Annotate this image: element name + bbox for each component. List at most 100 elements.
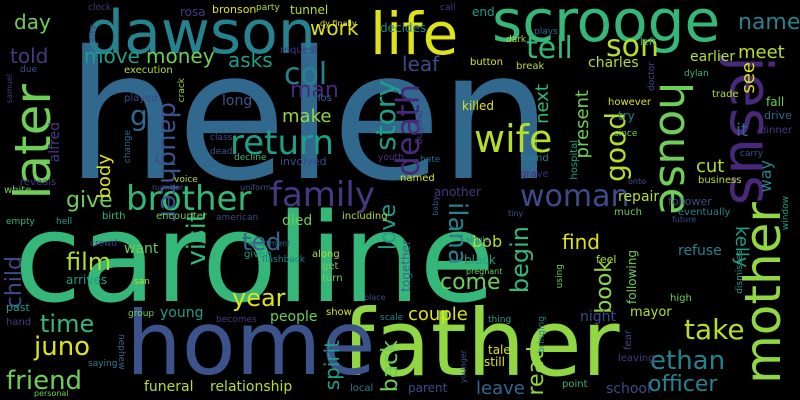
word-carlos: carlos (302, 93, 332, 104)
word-together: together (399, 240, 413, 292)
word-father: father (342, 290, 620, 397)
word-hospital: hospital (569, 140, 580, 180)
word-samuel: samuel (5, 74, 14, 104)
word-decline: decline (234, 153, 267, 163)
word-refuse: refuse (678, 243, 722, 259)
word-killed: killed (462, 99, 494, 113)
word-local: local (350, 383, 374, 394)
word-high: high (670, 293, 692, 304)
word-button: button (470, 57, 503, 68)
word-played: played (124, 93, 158, 104)
word-tunnel: tunnel (290, 3, 329, 17)
word-dylan: dylan (684, 69, 709, 79)
word-encounter: encounter (156, 211, 207, 222)
word-arrives: arrives (66, 273, 108, 287)
word-asks: asks (228, 48, 273, 72)
word-bob: bob (472, 232, 503, 251)
word-thing: thing (488, 315, 512, 325)
word-officer: officer (648, 372, 718, 397)
word-window: window (781, 196, 791, 231)
word-family: family (270, 175, 375, 215)
word-dinner: dinner (760, 125, 793, 136)
word-cut: cut (696, 156, 725, 177)
word-much: much (614, 207, 642, 218)
word-single: single (466, 235, 490, 244)
word-parent: parent (408, 381, 448, 395)
word-get: get (322, 261, 339, 272)
word-nephew: nephew (116, 334, 126, 370)
word-left: left (640, 37, 657, 48)
word-scrooge: scrooge (492, 0, 721, 55)
word-carry: carry (740, 149, 764, 159)
word-hate: hate (420, 155, 441, 165)
word-leave: leave (476, 378, 525, 399)
word-named: named (400, 173, 435, 184)
word-it: it (736, 120, 749, 141)
word-birth: birth (102, 211, 126, 222)
word-died: died (282, 213, 313, 229)
word-date: date (88, 24, 97, 43)
word-future: future (672, 215, 697, 224)
word-follower: follower (668, 195, 712, 208)
word-come: come (440, 270, 501, 295)
word-try: try (618, 109, 635, 123)
word-plays: plays (534, 27, 558, 37)
word-scale: scale (380, 313, 404, 323)
word-group: group (128, 309, 155, 319)
word-name: name (738, 10, 800, 35)
word-drive: drive (764, 109, 792, 122)
word-using: using (555, 264, 565, 289)
word-give: give (66, 188, 113, 213)
word-youth: youth (378, 153, 404, 163)
word-still: still (484, 355, 505, 369)
word-young: young (160, 305, 204, 321)
word-involved: involved (280, 155, 327, 168)
word-juno: juno (34, 332, 91, 362)
word-brother: brother (126, 179, 252, 219)
word-year: year (232, 284, 286, 312)
word-including: including (342, 211, 388, 222)
word-caroline: caroline (14, 188, 495, 331)
word-make: make (282, 106, 332, 127)
word-number: number (152, 183, 184, 192)
word-due: due (20, 65, 37, 75)
word-baby: baby (431, 196, 440, 216)
word-business: business (698, 175, 742, 186)
word-request: request (280, 45, 319, 56)
word-take: take (684, 313, 745, 346)
word-reading: reading (414, 110, 424, 145)
word-voice: voice (174, 175, 198, 185)
word-way: way (756, 160, 775, 193)
word-school: school (606, 381, 651, 397)
word-crack: crack (177, 78, 187, 103)
word-onto: onto (628, 177, 646, 186)
word-bronson: bronson (212, 3, 257, 16)
word-doctor: doctor (647, 62, 657, 91)
word-uniform: uniform (240, 183, 272, 192)
word-fall: fall (766, 95, 785, 109)
word-however: however (608, 97, 651, 108)
word-mayor: mayor (630, 305, 672, 320)
word-becomes: becomes (216, 315, 257, 325)
word-pregnant: pregnant (466, 267, 503, 276)
word-couple: couple (408, 304, 468, 325)
word-dy-finally: dy finally (320, 19, 357, 28)
word-hell: hell (56, 217, 73, 227)
word-dark: dark (506, 35, 527, 45)
word-funeral: funeral (144, 379, 194, 395)
word-life: life (370, 0, 459, 68)
word-clock: clock (88, 3, 112, 13)
word-break: break (516, 61, 545, 72)
word-flashback: flashback (262, 255, 305, 265)
word-american: american (216, 213, 259, 223)
word-tiny: tiny (508, 209, 524, 218)
word-black: black (464, 253, 496, 267)
word-back: back (378, 340, 403, 393)
word-turn: turn (322, 273, 343, 284)
word-trade: trade (712, 89, 739, 100)
word-change: change (123, 130, 133, 164)
word-call: call (440, 3, 456, 13)
word-grave: grave (520, 169, 549, 180)
word-dead: dead (210, 147, 233, 157)
